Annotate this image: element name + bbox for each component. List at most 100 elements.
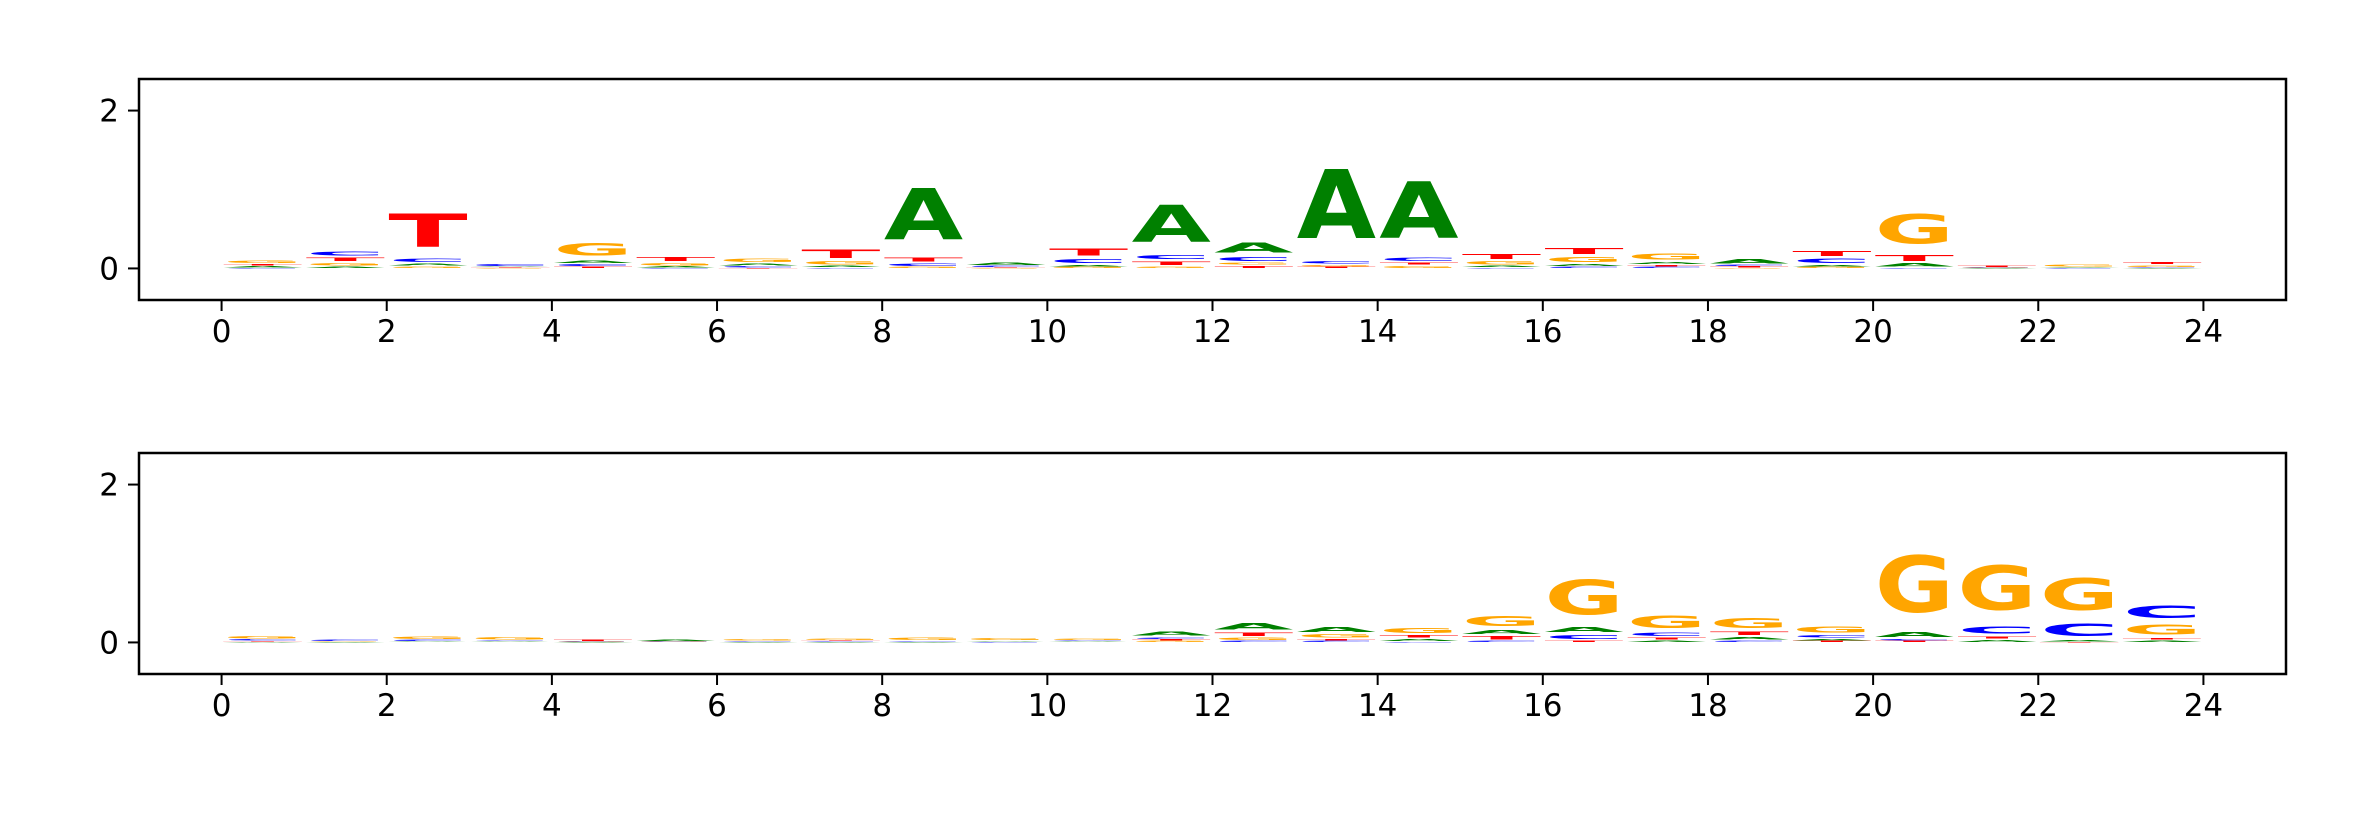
logo-letter-G-pos-6: G — [719, 639, 798, 641]
logo-letter-G-pos-18: G — [1710, 616, 1789, 632]
logo-letter-C-pos-20: C — [1875, 639, 1954, 641]
logo-letter-A-pos-6: A — [719, 263, 798, 266]
logo-letter-C-pos-17: C — [1627, 267, 1706, 269]
logo-letter-A-pos-12: A — [1214, 240, 1294, 256]
logo-letter-G-pos-0: G — [223, 260, 302, 264]
logo-letter-T-pos-17: T — [1627, 637, 1706, 640]
logo-letter-A-pos-3: A — [471, 641, 550, 642]
x-tick-label: 18 — [1688, 314, 1727, 350]
logo-letter-T-pos-19: T — [1792, 641, 1871, 643]
logo-letter-G-pos-13: G — [1297, 634, 1376, 639]
logo-letter-G-pos-14: G — [1379, 265, 1458, 268]
logo-letter-C-pos-8: C — [884, 263, 963, 267]
logo-letter-T-pos-22: T — [2040, 642, 2119, 643]
logo-letter-C-pos-14: C — [1379, 642, 1458, 643]
logo-letter-C-pos-1: C — [306, 639, 385, 641]
logo-letter-T-pos-5: T — [636, 256, 715, 262]
logo-letter-C-pos-9: C — [966, 266, 1045, 268]
logo-letter-T-pos-15: T — [1462, 253, 1541, 261]
x-tick-label: 0 — [212, 688, 232, 724]
logo-letter-T-pos-23: T — [2122, 262, 2201, 265]
x-tick-label: 24 — [2184, 314, 2223, 350]
logo-letter-C-pos-4: C — [554, 264, 633, 267]
logo-letter-G-pos-2: G — [388, 636, 467, 640]
logo-letter-C-pos-13: C — [1297, 641, 1376, 643]
logo-letter-T-pos-16: T — [1544, 246, 1623, 255]
x-tick-label: 12 — [1193, 688, 1232, 724]
logo-letter-A-pos-2: A — [388, 263, 467, 266]
logo-letter-T-pos-13: T — [1297, 639, 1376, 641]
logo-letter-A-pos-10: A — [1049, 641, 1128, 642]
logo-letter-C-pos-16: C — [1544, 267, 1623, 269]
logo-letter-T-pos-7: T — [801, 640, 880, 641]
logo-letter-C-pos-10: C — [1049, 640, 1128, 641]
logo-letter-T-pos-14: T — [1379, 635, 1458, 639]
logo-letter-G-pos-1: G — [306, 262, 385, 266]
logo-letter-C-pos-15: C — [1462, 641, 1541, 643]
logo-letter-C-pos-2: C — [388, 257, 467, 262]
logo-letter-G-pos-22: G — [2040, 569, 2119, 620]
logo-letter-C-pos-21: C — [1957, 624, 2036, 636]
logo-letter-G-pos-20: G — [1875, 207, 1954, 254]
logo-letter-A-pos-3: A — [471, 266, 550, 267]
logo-letter-T-pos-2: T — [388, 204, 467, 257]
logo-letter-G-pos-15: G — [1462, 261, 1541, 266]
logo-letter-T-pos-3: T — [471, 267, 550, 268]
y-tick-label: 0 — [99, 251, 119, 287]
logo-letter-A-pos-13: A — [1297, 626, 1376, 634]
logo-letter-A-pos-22: A — [2040, 640, 2119, 642]
x-tick-label: 6 — [707, 314, 727, 350]
logo-letter-G-pos-17: G — [1627, 613, 1706, 632]
logo-letter-T-pos-14: T — [1379, 262, 1458, 265]
logo-letter-T-pos-11: T — [1132, 639, 1211, 641]
logo-letter-C-pos-22: C — [2040, 621, 2119, 641]
logo-letter-G-pos-3: G — [471, 637, 550, 641]
logo-letter-G-pos-20: G — [1875, 540, 1954, 630]
logo-letter-G-pos-5: G — [636, 262, 715, 266]
logo-letter-C-pos-12: C — [1214, 256, 1293, 262]
x-tick-label: 22 — [2019, 688, 2058, 724]
x-tick-label: 2 — [377, 314, 397, 350]
logo-letter-T-pos-11: T — [1132, 261, 1211, 266]
logo-letter-C-pos-5: C — [636, 268, 715, 269]
logo-letter-G-pos-15: G — [1462, 613, 1541, 629]
logo-letter-G-pos-17: G — [1627, 252, 1706, 261]
x-tick-label: 8 — [872, 314, 892, 350]
logo-letter-T-pos-10: T — [1049, 246, 1128, 258]
logo-letter-C-pos-11: C — [1132, 254, 1211, 260]
logo-letter-C-pos-7: C — [801, 641, 880, 642]
logo-letter-A-pos-0: A — [223, 266, 302, 268]
x-tick-label: 12 — [1193, 314, 1232, 350]
x-tick-label: 4 — [542, 314, 562, 350]
y-tick-label: 2 — [99, 468, 119, 504]
x-tick-label: 8 — [872, 688, 892, 724]
logo-letter-A-pos-18: A — [1710, 258, 1789, 265]
logo-letter-G-pos-7: G — [801, 261, 880, 266]
logo-letter-G-pos-8: G — [884, 637, 963, 641]
logo-letter-T-pos-7: T — [801, 247, 880, 260]
logo-letter-C-pos-0: C — [223, 639, 302, 641]
x-tick-label: 2 — [377, 688, 397, 724]
logo-letter-G-pos-10: G — [1049, 638, 1128, 640]
logo-letter-C-pos-3: C — [471, 640, 550, 641]
logo-letter-C-pos-12: C — [1214, 641, 1293, 643]
x-tick-label: 18 — [1688, 688, 1727, 724]
logo-letter-T-pos-8: T — [884, 257, 963, 263]
x-tick-label: 20 — [1853, 688, 1892, 724]
x-tick-label: 10 — [1028, 314, 1067, 350]
y-tick-label: 0 — [99, 625, 119, 661]
logo-letter-T-pos-20: T — [1875, 641, 1954, 643]
logo-letter-C-pos-13: C — [1297, 261, 1376, 265]
logo-letter-A-pos-9: A — [966, 262, 1045, 266]
logo-letter-T-pos-4: T — [554, 267, 633, 269]
logo-letter-A-pos-20: A — [1875, 263, 1954, 268]
logo-letter-C-pos-19: C — [1792, 257, 1871, 264]
logo-letter-G-pos-23: G — [2122, 265, 2201, 267]
x-tick-label: 14 — [1358, 314, 1397, 350]
logo-letter-C-pos-19: C — [1792, 635, 1871, 639]
x-tick-label: 4 — [542, 688, 562, 724]
logo-letter-A-pos-9: A — [966, 641, 1045, 642]
logo-letter-G-pos-23: G — [2122, 622, 2201, 638]
logo-letter-T-pos-17: T — [1627, 265, 1706, 267]
